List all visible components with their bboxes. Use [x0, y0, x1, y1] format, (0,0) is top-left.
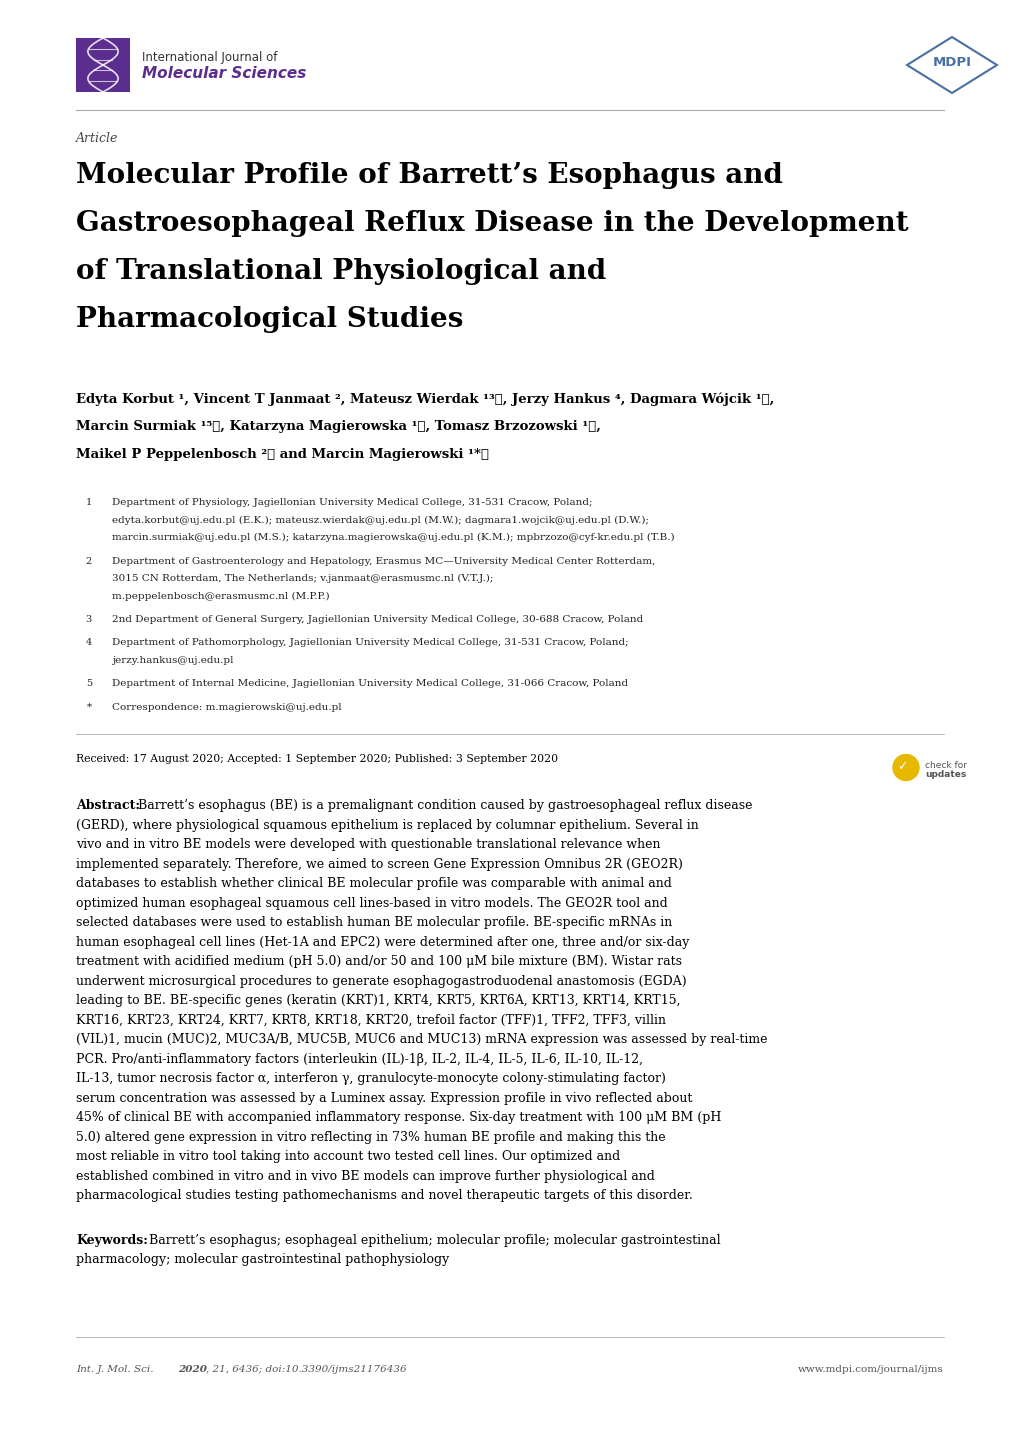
Text: MDPI: MDPI: [931, 55, 970, 69]
Text: Abstract:: Abstract:: [76, 799, 140, 812]
Text: Department of Pathomorphology, Jagiellonian University Medical College, 31-531 C: Department of Pathomorphology, Jagiellon…: [112, 639, 628, 647]
Text: databases to establish whether clinical BE molecular profile was comparable with: databases to establish whether clinical …: [76, 878, 672, 891]
Text: Department of Internal Medicine, Jagiellonian University Medical College, 31-066: Department of Internal Medicine, Jagiell…: [112, 679, 628, 688]
Text: m.peppelenbosch@erasmusmc.nl (M.P.P.): m.peppelenbosch@erasmusmc.nl (M.P.P.): [112, 591, 329, 601]
Text: Edyta Korbut ¹, Vincent T Janmaat ², Mateusz Wierdak ¹³ⓘ, Jerzy Hankus ⁴, Dagmar: Edyta Korbut ¹, Vincent T Janmaat ², Mat…: [76, 392, 773, 405]
Text: marcin.surmiak@uj.edu.pl (M.S.); katarzyna.magierowska@uj.edu.pl (K.M.); mpbrzoz: marcin.surmiak@uj.edu.pl (M.S.); katarzy…: [112, 534, 674, 542]
Text: Molecular Profile of Barrett’s Esophagus and: Molecular Profile of Barrett’s Esophagus…: [76, 162, 783, 189]
Text: Maikel P Peppelenbosch ²ⓘ and Marcin Magierowski ¹*ⓘ: Maikel P Peppelenbosch ²ⓘ and Marcin Mag…: [76, 448, 488, 461]
Text: IL-13, tumor necrosis factor α, interferon γ, granulocyte-monocyte colony-stimul: IL-13, tumor necrosis factor α, interfer…: [76, 1073, 665, 1086]
Text: optimized human esophageal squamous cell lines-based in vitro models. The GEO2R : optimized human esophageal squamous cell…: [76, 897, 667, 910]
Text: Int. J. Mol. Sci.: Int. J. Mol. Sci.: [76, 1366, 157, 1374]
Text: Article: Article: [76, 133, 118, 146]
Text: 5.0) altered gene expression in vitro reflecting in 73% human BE profile and mak: 5.0) altered gene expression in vitro re…: [76, 1131, 665, 1144]
Text: *: *: [87, 704, 92, 712]
Text: Keywords:: Keywords:: [76, 1234, 148, 1247]
Text: KRT16, KRT23, KRT24, KRT7, KRT8, KRT18, KRT20, trefoil factor (TFF)1, TFF2, TFF3: KRT16, KRT23, KRT24, KRT7, KRT8, KRT18, …: [76, 1014, 665, 1027]
Text: jerzy.hankus@uj.edu.pl: jerzy.hankus@uj.edu.pl: [112, 656, 233, 665]
Text: www.mdpi.com/journal/ijms: www.mdpi.com/journal/ijms: [798, 1366, 943, 1374]
Text: , 21, 6436; doi:10.3390/ijms21176436: , 21, 6436; doi:10.3390/ijms21176436: [206, 1366, 407, 1374]
Text: 3: 3: [86, 614, 92, 624]
Text: updates: updates: [924, 770, 965, 780]
Text: check for: check for: [924, 761, 966, 770]
Text: 5: 5: [86, 679, 92, 688]
Text: 2020: 2020: [178, 1366, 207, 1374]
Text: Molecular Sciences: Molecular Sciences: [142, 66, 306, 81]
Text: (VIL)1, mucin (MUC)2, MUC3A/B, MUC5B, MUC6 and MUC13) mRNA expression was assess: (VIL)1, mucin (MUC)2, MUC3A/B, MUC5B, MU…: [76, 1034, 766, 1047]
Text: 4: 4: [86, 639, 92, 647]
Text: most reliable in vitro tool taking into account two tested cell lines. Our optim: most reliable in vitro tool taking into …: [76, 1151, 620, 1164]
Text: Correspondence: m.magierowski@uj.edu.pl: Correspondence: m.magierowski@uj.edu.pl: [112, 704, 341, 712]
Text: International Journal of: International Journal of: [142, 50, 277, 63]
Text: of Translational Physiological and: of Translational Physiological and: [76, 258, 605, 286]
Text: Gastroesophageal Reflux Disease in the Development: Gastroesophageal Reflux Disease in the D…: [76, 211, 908, 236]
Text: Pharmacological Studies: Pharmacological Studies: [76, 306, 463, 333]
FancyBboxPatch shape: [76, 37, 129, 92]
Text: Barrett’s esophagus (BE) is a premalignant condition caused by gastroesophageal : Barrett’s esophagus (BE) is a premaligna…: [138, 799, 752, 812]
Text: vivo and in vitro BE models were developed with questionable translational relev: vivo and in vitro BE models were develop…: [76, 838, 660, 851]
Text: ✓: ✓: [896, 760, 906, 773]
Text: Received: 17 August 2020; Accepted: 1 September 2020; Published: 3 September 202: Received: 17 August 2020; Accepted: 1 Se…: [76, 754, 557, 764]
Text: leading to BE. BE-specific genes (keratin (KRT)1, KRT4, KRT5, KRT6A, KRT13, KRT1: leading to BE. BE-specific genes (kerati…: [76, 995, 680, 1008]
Text: treatment with acidified medium (pH 5.0) and/or 50 and 100 μM bile mixture (BM).: treatment with acidified medium (pH 5.0)…: [76, 956, 682, 969]
Text: human esophageal cell lines (Het-1A and EPC2) were determined after one, three a: human esophageal cell lines (Het-1A and …: [76, 936, 689, 949]
Text: pharmacology; molecular gastrointestinal pathophysiology: pharmacology; molecular gastrointestinal…: [76, 1253, 448, 1266]
Text: 1: 1: [86, 497, 92, 508]
Text: underwent microsurgical procedures to generate esophagogastroduodenal anastomosi: underwent microsurgical procedures to ge…: [76, 975, 686, 988]
Text: 2: 2: [86, 557, 92, 565]
Text: established combined in vitro and in vivo BE models can improve further physiolo: established combined in vitro and in viv…: [76, 1169, 654, 1182]
Text: (GERD), where physiological squamous epithelium is replaced by columnar epitheli: (GERD), where physiological squamous epi…: [76, 819, 698, 832]
Text: PCR. Pro/anti-inflammatory factors (interleukin (IL)-1β, IL-2, IL-4, IL-5, IL-6,: PCR. Pro/anti-inflammatory factors (inte…: [76, 1053, 642, 1066]
Text: Barrett’s esophagus; esophageal epithelium; molecular profile; molecular gastroi: Barrett’s esophagus; esophageal epitheli…: [149, 1234, 719, 1247]
Text: Department of Physiology, Jagiellonian University Medical College, 31-531 Cracow: Department of Physiology, Jagiellonian U…: [112, 497, 592, 508]
Text: 45% of clinical BE with accompanied inflammatory response. Six-day treatment wit: 45% of clinical BE with accompanied infl…: [76, 1112, 720, 1125]
Text: Department of Gastroenterology and Hepatology, Erasmus MC—University Medical Cen: Department of Gastroenterology and Hepat…: [112, 557, 655, 565]
Circle shape: [892, 754, 918, 780]
Text: pharmacological studies testing pathomechanisms and novel therapeutic targets of: pharmacological studies testing pathomec…: [76, 1190, 692, 1203]
Text: implemented separately. Therefore, we aimed to screen Gene Expression Omnibus 2R: implemented separately. Therefore, we ai…: [76, 858, 682, 871]
Text: 3015 CN Rotterdam, The Netherlands; v.janmaat@erasmusmc.nl (V.T.J.);: 3015 CN Rotterdam, The Netherlands; v.ja…: [112, 574, 493, 583]
Text: serum concentration was assessed by a Luminex assay. Expression profile in vivo : serum concentration was assessed by a Lu…: [76, 1092, 692, 1105]
Text: selected databases were used to establish human BE molecular profile. BE-specifi: selected databases were used to establis…: [76, 917, 672, 930]
Text: 2nd Department of General Surgery, Jagiellonian University Medical College, 30-6: 2nd Department of General Surgery, Jagie…: [112, 614, 643, 624]
Text: Marcin Surmiak ¹⁵ⓘ, Katarzyna Magierowska ¹ⓘ, Tomasz Brzozowski ¹ⓘ,: Marcin Surmiak ¹⁵ⓘ, Katarzyna Magierowsk…: [76, 420, 600, 433]
Text: edyta.korbut@uj.edu.pl (E.K.); mateusz.wierdak@uj.edu.pl (M.W.); dagmara1.wojcik: edyta.korbut@uj.edu.pl (E.K.); mateusz.w…: [112, 515, 648, 525]
